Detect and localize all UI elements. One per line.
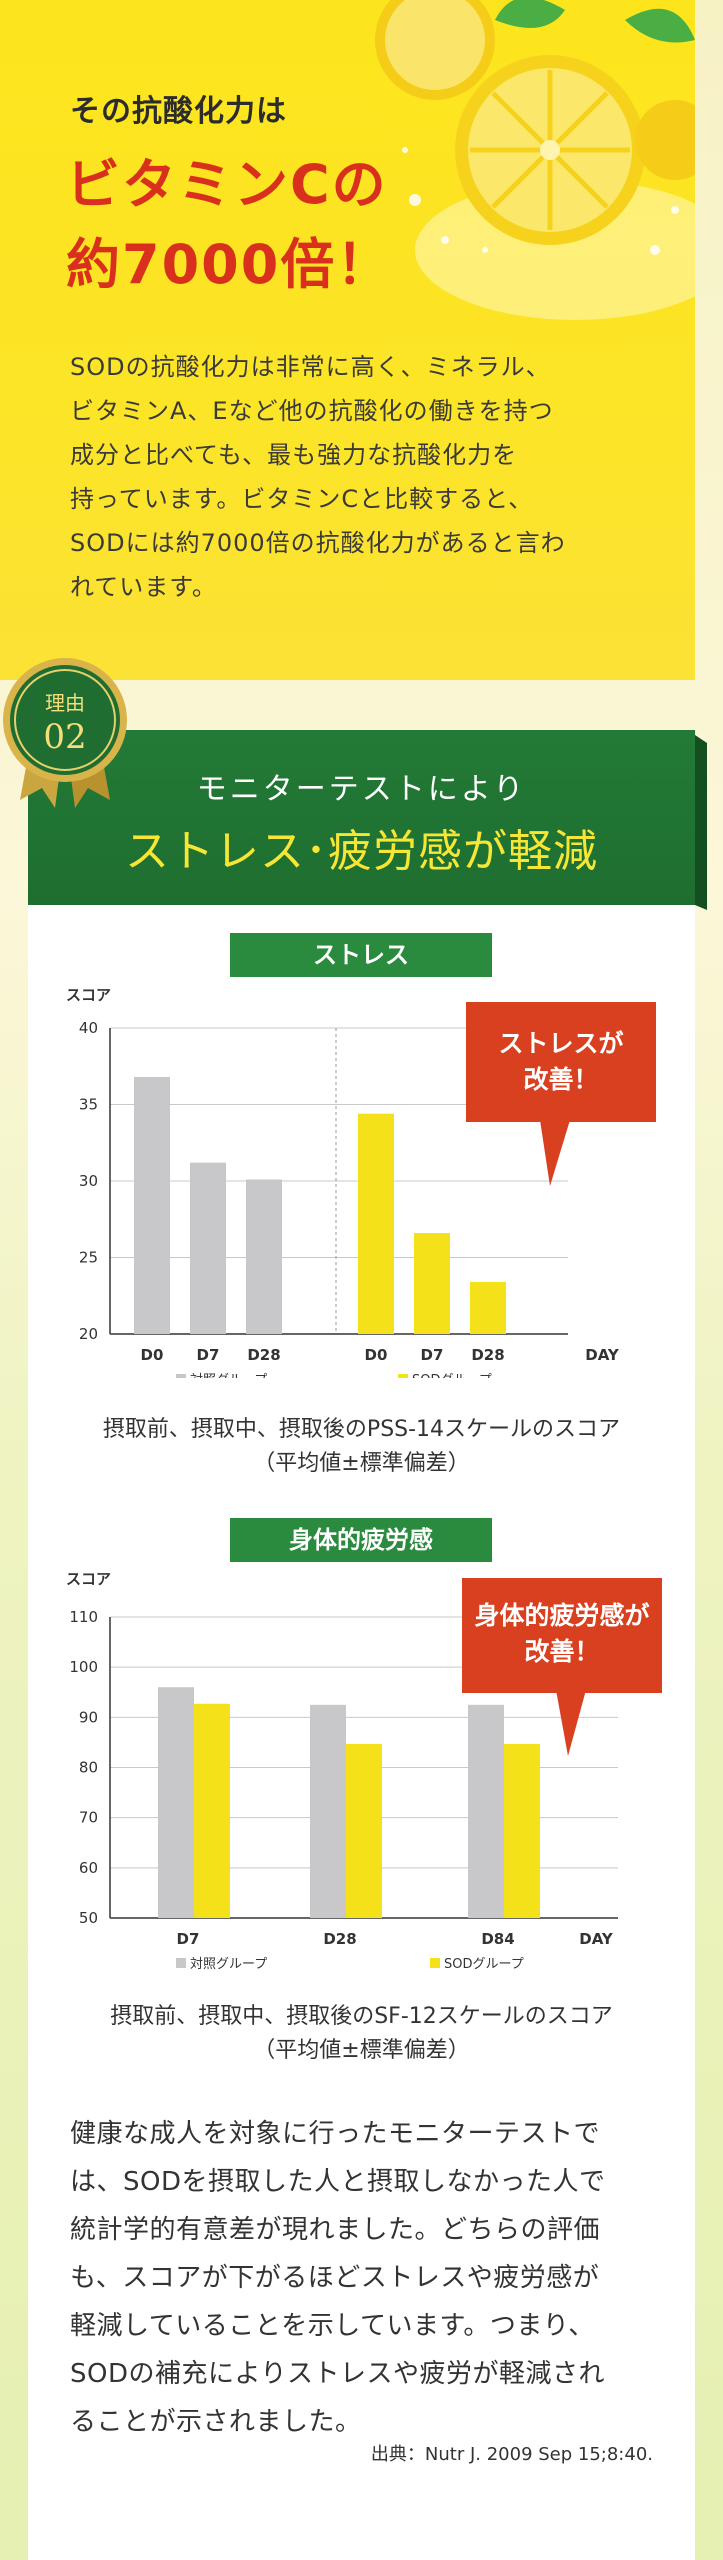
x-tick-label: D84	[481, 1930, 514, 1948]
bar-sod	[470, 1281, 506, 1334]
legend-label-control: 対照グループ	[190, 1373, 267, 1378]
hero-body-line: SODには約7000倍の抗酸化力があると言わ	[70, 529, 566, 557]
callout-tail	[540, 1120, 570, 1186]
bar-sod	[504, 1743, 540, 1918]
y-tick-label: 25	[79, 1249, 98, 1267]
x-tick-label: D7	[197, 1346, 220, 1364]
banner-fold	[695, 735, 707, 910]
x-axis-label: DAY	[585, 1346, 620, 1364]
chart2-caption: 摂取前、摂取中、摂取後のSF-12スケールのスコア （平均値±標準偏差）	[28, 2000, 695, 2068]
bar-control	[158, 1687, 194, 1918]
bar-control	[246, 1179, 282, 1334]
y-tick-label: 80	[79, 1759, 98, 1777]
bar-control	[468, 1704, 504, 1918]
y-tick-label: 110	[69, 1608, 98, 1626]
legend-label-control: 対照グループ	[190, 1957, 267, 1972]
callout-line: 改善！	[523, 1065, 599, 1094]
caption-line: 摂取前、摂取中、摂取後のPSS-14スケールのスコア	[102, 1417, 621, 1442]
legend-swatch-control	[176, 1374, 186, 1378]
legend-swatch-sod	[398, 1374, 408, 1378]
conclusion-line: も、スコアが下がるほどストレスや疲労感が	[70, 2263, 600, 2293]
fatigue-callout: 身体的疲労感が 改善！	[462, 1578, 662, 1693]
reason-badge: 理由 02	[3, 658, 127, 808]
hero-headline-line1: ビタミンCの	[66, 153, 388, 216]
x-tick-label: D28	[247, 1346, 280, 1364]
conclusion-line: ることが示されました。	[70, 2407, 362, 2437]
x-tick-label: D7	[177, 1930, 200, 1948]
callout-line: 改善！	[524, 1637, 600, 1666]
y-axis-label: スコア	[66, 1570, 111, 1588]
conclusion-line: 統計学的有意差が現れました。どちらの評価	[70, 2215, 601, 2245]
banner-title: ストレス･疲労感が軽減	[125, 826, 598, 877]
bar-sod	[414, 1233, 450, 1334]
hero-headline-line2: 約7000倍！	[66, 233, 393, 296]
bar-sod	[346, 1743, 382, 1918]
caption-line: 摂取前、摂取中、摂取後のSF-12スケールのスコア	[110, 2004, 613, 2029]
bar-control	[310, 1704, 346, 1918]
legend-label-sod: SODグループ	[444, 1957, 524, 1972]
hero-body-line: 成分と比べても、最も強力な抗酸化力を	[70, 441, 518, 469]
badge-number: 02	[43, 717, 86, 757]
bar-control	[134, 1076, 170, 1334]
y-axis-label: スコア	[66, 986, 111, 1004]
bar-sod	[358, 1113, 394, 1334]
x-tick-label: D0	[141, 1346, 164, 1364]
callout-tail	[556, 1690, 586, 1756]
conclusion-line: は、SODを摂取した人と摂取しなかった人で	[70, 2167, 606, 2197]
badge-label: 理由	[45, 691, 85, 715]
lemon-illustration	[375, 0, 695, 320]
legend-swatch-control	[176, 1958, 186, 1968]
bar-sod	[194, 1703, 230, 1918]
hero-subtitle: その抗酸化力は	[70, 94, 287, 129]
stress-callout: ストレスが 改善！	[466, 1002, 656, 1122]
hero-body-line: 持っています。ビタミンCと比較すると、	[70, 485, 534, 513]
source-citation: 出典：Nutr J. 2009 Sep 15;8:40.	[370, 2444, 653, 2465]
x-tick-label: D28	[471, 1346, 504, 1364]
hero-section: その抗酸化力は ビタミンCの 約7000倍！ SODの抗酸化力は非常に高く、ミネ…	[0, 0, 695, 680]
y-tick-label: 70	[79, 1809, 98, 1827]
callout-line: 身体的疲労感が	[474, 1601, 650, 1630]
x-axis-label: DAY	[579, 1930, 614, 1948]
chart1-title: ストレス	[230, 933, 492, 977]
chart2-title: 身体的疲労感	[230, 1518, 492, 1562]
banner-subtitle: モニターテストにより	[196, 772, 527, 807]
legend-label-sod: SODグループ	[412, 1373, 492, 1378]
conclusion-line: 軽減していることを示しています。つまり、	[70, 2311, 595, 2341]
y-tick-label: 100	[69, 1658, 98, 1676]
conclusion-line: 健康な成人を対象に行ったモニターテストで	[70, 2119, 601, 2149]
splash-icon	[402, 147, 679, 255]
stress-chart: スコア 20 25 30 35 40 D0 D7 D28 D0 D7 D28 DAY 対照グループ SODグ…	[66, 986, 620, 1378]
y-tick-label: 50	[79, 1909, 98, 1927]
caption-line: （平均値±標準偏差）	[253, 1451, 470, 1476]
hero-body-line: ビタミンA、Eなど他の抗酸化の働きを持つ	[70, 397, 554, 425]
y-tick-label: 30	[79, 1172, 98, 1190]
legend-swatch-sod	[430, 1958, 440, 1968]
y-tick-label: 20	[79, 1325, 98, 1343]
chart1-caption: 摂取前、摂取中、摂取後のPSS-14スケールのスコア （平均値±標準偏差）	[28, 1413, 695, 1481]
hero-body: SODの抗酸化力は非常に高く、ミネラル、 ビタミンA、Eなど他の抗酸化の働きを持…	[70, 345, 660, 609]
lemon-slice-icon	[375, 0, 695, 245]
x-tick-label: D0	[365, 1346, 388, 1364]
callout-line: ストレスが	[498, 1029, 624, 1058]
hero-body-line: SODの抗酸化力は非常に高く、ミネラル、	[70, 353, 551, 381]
y-tick-label: 60	[79, 1859, 98, 1877]
fatigue-chart: スコア 50 60 70 80 90 100 110 D7 D28 D84 DAY 対照グループ SODグ…	[66, 1570, 618, 1972]
caption-line: （平均値±標準偏差）	[253, 2038, 470, 2063]
laurel-medal-icon	[3, 658, 127, 782]
conclusion-line: SODの補充によりストレスや疲労が軽減され	[70, 2359, 605, 2389]
x-tick-label: D7	[421, 1346, 444, 1364]
y-tick-label: 90	[79, 1708, 98, 1726]
section-banner: モニターテストにより ストレス･疲労感が軽減	[28, 730, 695, 905]
x-tick-label: D28	[323, 1930, 356, 1948]
y-tick-label: 35	[79, 1096, 98, 1114]
hero-body-line: れています。	[70, 573, 217, 601]
y-tick-label: 40	[79, 1019, 98, 1037]
conclusion-text: 健康な成人を対象に行ったモニターテストで は、SODを摂取した人と摂取しなかった…	[70, 2110, 660, 2446]
bar-control	[190, 1162, 226, 1334]
